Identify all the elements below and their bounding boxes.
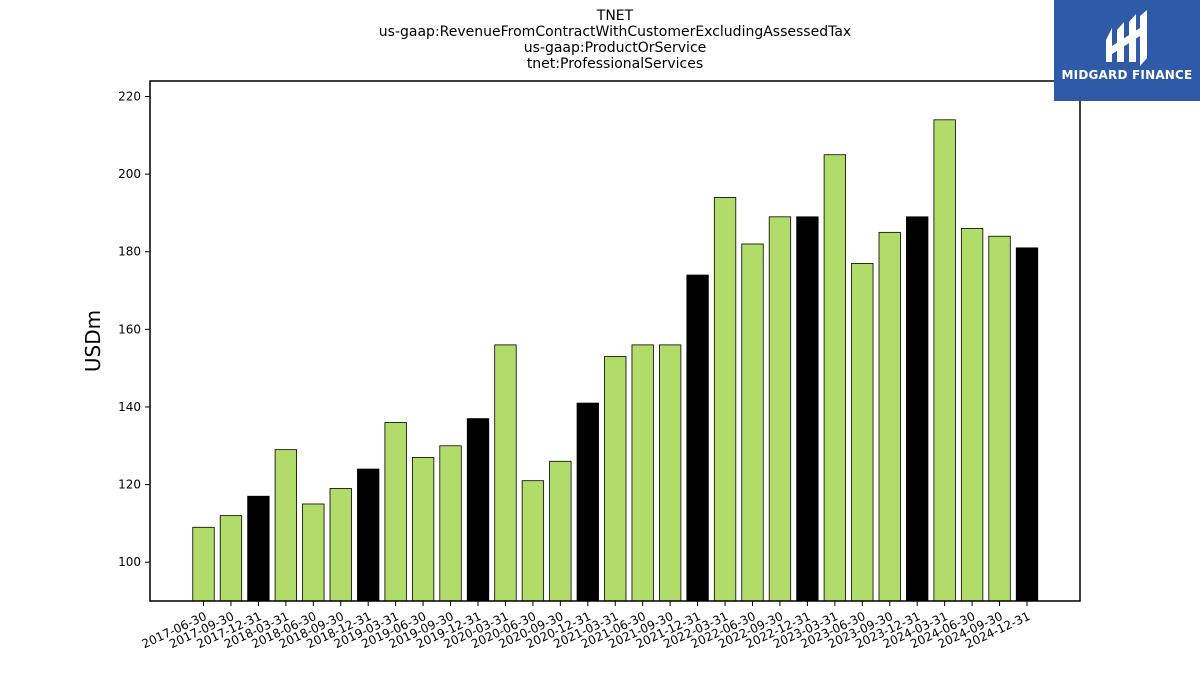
bar-2022-12-31 xyxy=(796,216,819,602)
logo-mark-icon xyxy=(1106,10,1147,66)
bar-2019-06-30 xyxy=(411,457,435,602)
bar-2018-06-30 xyxy=(302,503,325,602)
bar-2020-12-31 xyxy=(576,402,599,602)
bar-2019-03-31 xyxy=(384,422,407,602)
bar-2022-03-31 xyxy=(713,197,737,602)
bar-2017-06-30 xyxy=(192,526,215,602)
y-axis: 100 120 140 160 180 200 220 xyxy=(118,90,150,569)
bar-2019-12-31 xyxy=(466,418,490,602)
bar-2024-12-31 xyxy=(1015,247,1039,602)
bar-2018-03-31 xyxy=(274,449,298,602)
bars-group xyxy=(192,119,1039,602)
y-tick-label-120: 120 xyxy=(118,478,141,492)
y-tick-label-180: 180 xyxy=(118,245,141,259)
bar-2020-09-30 xyxy=(549,460,572,602)
bar-2021-12-31 xyxy=(686,274,709,602)
y-tick-label-200: 200 xyxy=(118,167,141,181)
y-tick-label-220: 220 xyxy=(118,90,141,104)
bar-2021-03-31 xyxy=(604,356,627,602)
bar-2020-03-31 xyxy=(494,344,517,602)
logo-text: MIDGARD FINANCE xyxy=(1061,68,1193,82)
bar-2018-12-31 xyxy=(357,468,380,602)
y-tick-label-160: 160 xyxy=(118,322,141,336)
title-line-4: tnet:ProfessionalServices xyxy=(527,56,703,72)
bar-2017-09-30 xyxy=(219,515,243,602)
y-tick-label-140: 140 xyxy=(118,400,141,414)
bar-2021-06-30 xyxy=(631,344,654,602)
plot-frame xyxy=(149,80,1081,602)
x-axis: 2017-06-302017-09-302017-12-312018-03-31… xyxy=(140,601,1032,651)
bar-2017-12-31 xyxy=(247,495,270,602)
bar-2018-09-30 xyxy=(329,488,352,602)
title-line-1: TNET xyxy=(596,8,634,24)
bar-2023-12-31 xyxy=(906,216,929,602)
bar-2019-09-30 xyxy=(439,445,462,602)
bar-2020-06-30 xyxy=(521,480,545,602)
title-line-3: us-gaap:ProductOrService xyxy=(524,40,707,56)
bar-2023-03-31 xyxy=(823,154,846,602)
midgard-finance-logo: MIDGARD FINANCE xyxy=(1054,0,1200,101)
bar-2022-06-30 xyxy=(741,243,764,602)
bar-2022-09-30 xyxy=(768,216,792,602)
bar-2021-09-30 xyxy=(659,344,682,602)
bar-2024-09-30 xyxy=(988,235,1011,602)
bar-2024-06-30 xyxy=(960,228,984,602)
bar-2024-03-31 xyxy=(933,119,956,602)
y-tick-label-100: 100 xyxy=(118,555,141,569)
chart-title: TNET us-gaap:RevenueFromContractWithCust… xyxy=(379,8,851,72)
bar-2023-06-30 xyxy=(851,262,874,602)
title-line-2: us-gaap:RevenueFromContractWithCustomerE… xyxy=(379,24,851,40)
bar-2023-09-30 xyxy=(878,231,901,602)
y-axis-label: USDm xyxy=(81,310,105,372)
